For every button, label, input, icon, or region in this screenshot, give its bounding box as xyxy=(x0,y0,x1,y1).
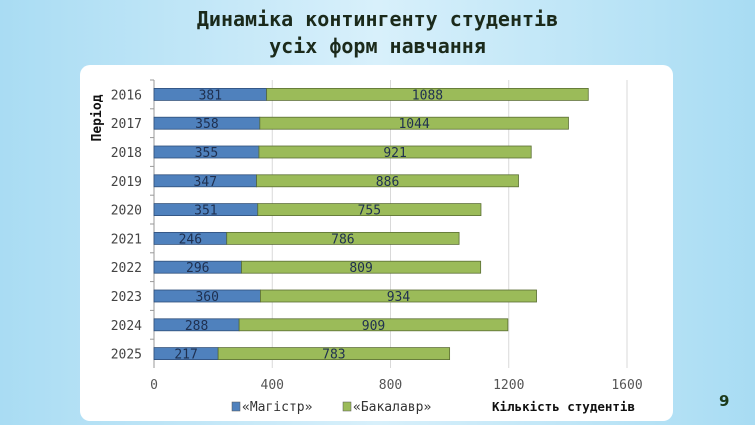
x-tick-label: 800 xyxy=(379,378,402,393)
x-tick-label: 400 xyxy=(261,378,284,393)
y-tick-label: 2022 xyxy=(111,261,142,276)
bar-bachelor xyxy=(226,231,460,245)
data-label: 296 xyxy=(186,261,209,276)
data-label: 360 xyxy=(195,290,218,305)
data-label: 381 xyxy=(199,88,222,103)
bar-bachelor xyxy=(258,145,532,159)
data-label: 288 xyxy=(185,319,208,334)
bar-bachelor xyxy=(238,318,509,332)
bar-bachelor xyxy=(260,289,537,303)
data-label: 786 xyxy=(331,232,354,247)
data-label: 351 xyxy=(194,204,217,219)
y-tick-label: 2021 xyxy=(111,232,142,247)
legend-swatch xyxy=(342,401,352,412)
y-axis-title: Період xyxy=(90,94,105,141)
x-tick-label: 1600 xyxy=(611,378,642,393)
y-tick-label: 2018 xyxy=(111,146,142,161)
y-tick-label: 2016 xyxy=(111,88,142,103)
y-tick-label: 2019 xyxy=(111,175,142,190)
data-label: 355 xyxy=(195,146,218,161)
data-label: 921 xyxy=(383,146,406,161)
y-tick-label: 2017 xyxy=(111,117,142,132)
legend-label: «Бакалавр» xyxy=(353,400,431,415)
bar-bachelor xyxy=(256,174,519,188)
x-tick-label: 0 xyxy=(150,378,158,393)
x-tick-label: 1200 xyxy=(493,378,524,393)
data-label: 809 xyxy=(349,261,372,276)
bar-bachelor xyxy=(259,116,569,130)
data-label: 246 xyxy=(179,232,202,247)
legend-label: «Магістр» xyxy=(242,400,313,415)
title-line-1: Динаміка контингенту студентів xyxy=(196,7,559,31)
data-label: 934 xyxy=(387,290,411,305)
y-tick-label: 2025 xyxy=(111,348,142,363)
y-tick-label: 2023 xyxy=(111,290,142,305)
slide-title: Динаміка контингенту студентів усіх форм… xyxy=(0,6,755,60)
bar-bachelor xyxy=(217,347,451,361)
data-label: 783 xyxy=(322,348,345,363)
data-label: 909 xyxy=(362,319,385,334)
legend-swatch xyxy=(231,401,241,412)
data-label: 1044 xyxy=(398,117,429,132)
bar-bachelor xyxy=(266,88,589,101)
y-tick-label: 2020 xyxy=(111,204,142,219)
data-label: 1088 xyxy=(412,88,443,103)
page-number: 9 xyxy=(719,392,730,410)
bar-bachelor xyxy=(257,203,482,217)
data-label: 217 xyxy=(174,348,197,363)
x-axis-title: Кількість студентів xyxy=(492,399,635,414)
bar-bachelor xyxy=(241,260,482,274)
data-label: 347 xyxy=(194,175,217,190)
title-line-2: усіх форм навчання xyxy=(269,34,486,58)
y-tick-label: 2024 xyxy=(111,319,142,334)
data-label: 755 xyxy=(358,204,381,219)
data-label: 358 xyxy=(195,117,218,132)
data-label: 886 xyxy=(376,175,399,190)
